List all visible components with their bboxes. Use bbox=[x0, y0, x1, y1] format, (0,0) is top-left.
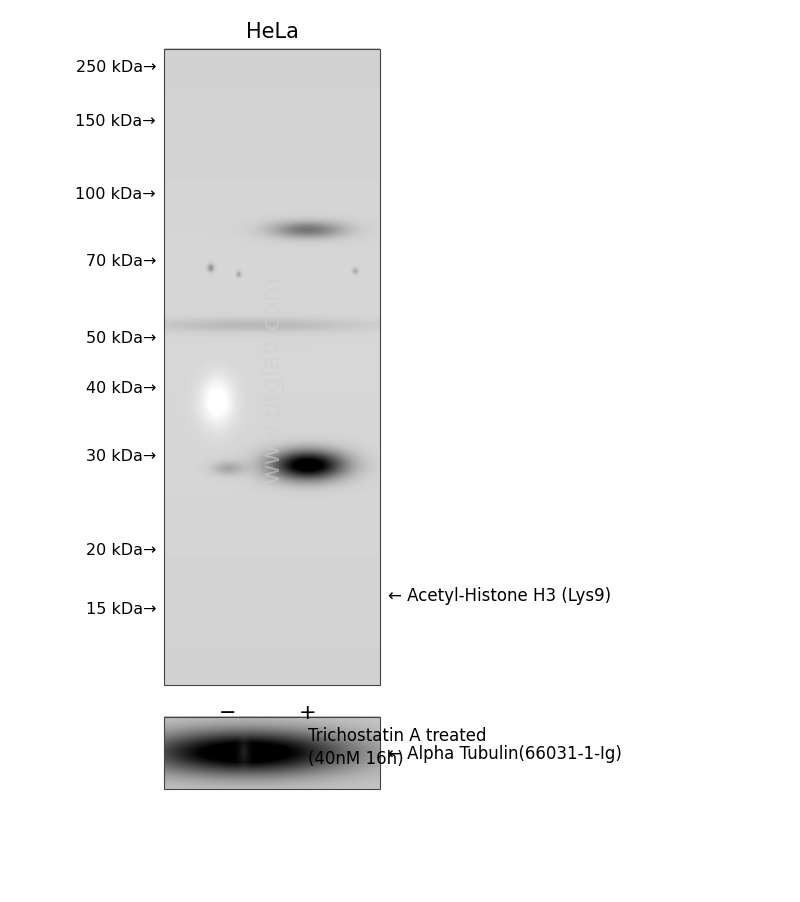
Text: 30 kDa→: 30 kDa→ bbox=[86, 448, 156, 463]
Text: ← Alpha Tubulin(66031-1-Ig): ← Alpha Tubulin(66031-1-Ig) bbox=[388, 744, 622, 762]
Text: 100 kDa→: 100 kDa→ bbox=[75, 187, 156, 201]
Text: HeLa: HeLa bbox=[246, 22, 298, 41]
Bar bbox=[164, 50, 380, 686]
Text: 40 kDa→: 40 kDa→ bbox=[86, 381, 156, 395]
Text: 15 kDa→: 15 kDa→ bbox=[86, 602, 156, 616]
Text: ← Acetyl-Histone H3 (Lys9): ← Acetyl-Histone H3 (Lys9) bbox=[388, 586, 611, 604]
Text: 70 kDa→: 70 kDa→ bbox=[86, 254, 156, 269]
Text: www.ptglab.com: www.ptglab.com bbox=[260, 275, 284, 483]
Text: −: − bbox=[219, 703, 237, 723]
Bar bbox=[164, 717, 380, 789]
Text: 150 kDa→: 150 kDa→ bbox=[75, 115, 156, 129]
Text: +: + bbox=[299, 703, 317, 723]
Text: 50 kDa→: 50 kDa→ bbox=[86, 331, 156, 345]
Text: (40nM 16h): (40nM 16h) bbox=[308, 749, 404, 767]
Text: 250 kDa→: 250 kDa→ bbox=[75, 60, 156, 75]
Text: Trichostatin A treated: Trichostatin A treated bbox=[308, 726, 486, 744]
Text: 20 kDa→: 20 kDa→ bbox=[86, 543, 156, 557]
